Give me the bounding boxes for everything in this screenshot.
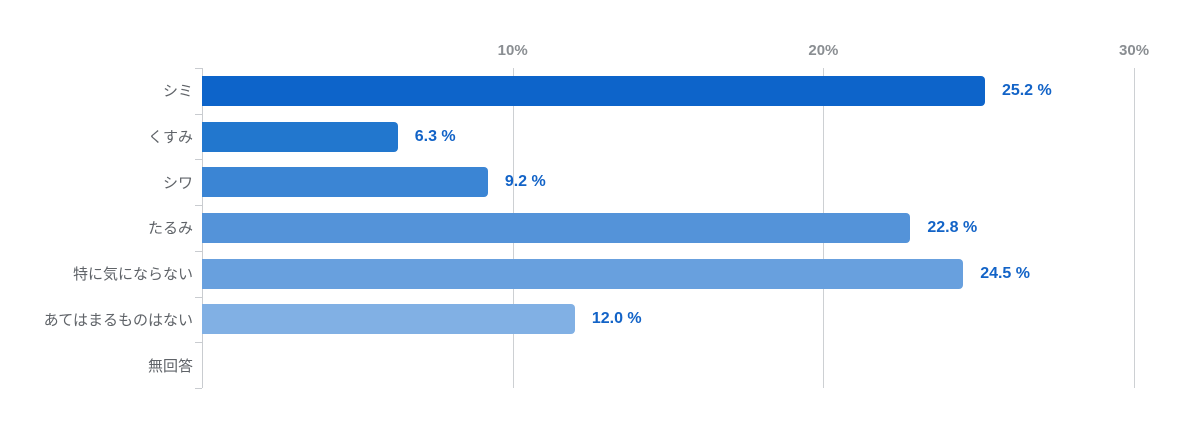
y-axis-tick — [195, 388, 202, 389]
bar-row: シワ 9.2 % — [163, 159, 1190, 205]
bar — [202, 121, 398, 152]
value-label: 6.3 % — [414, 127, 456, 145]
y-axis-tick — [195, 159, 202, 160]
y-axis-tick — [195, 205, 202, 206]
category-label: シミ — [162, 83, 193, 101]
y-axis-tick — [195, 342, 202, 343]
y-axis-tick — [195, 114, 202, 115]
bar — [202, 212, 911, 243]
y-axis-tick — [195, 251, 202, 252]
bar-rows: シミ 25.2 % くすみ 6.3 % シワ 9.2 % たるみ 22.8 % 特に気にならない… — [44, 68, 1190, 388]
category-label: くすみ — [147, 129, 193, 147]
bar-row: たるみ 22.8 % — [148, 205, 1190, 251]
bar — [202, 258, 964, 289]
value-label: 24.5 % — [980, 264, 1030, 282]
bar-row: くすみ 6.3 % — [148, 114, 1190, 160]
category-label: 無回答 — [147, 357, 193, 375]
value-label: 22.8 % — [927, 218, 978, 236]
category-label: 特に気にならない — [72, 266, 193, 284]
plot-area: シミ 25.2 % くすみ 6.3 % シワ 9.2 % たるみ 22.8 % 特に気にならない… — [44, 42, 1190, 389]
x-tick-label: 30% — [1119, 42, 1150, 59]
bar-row: 無回答 — [148, 342, 1190, 388]
x-tick-label: 10% — [497, 42, 528, 59]
value-label: 9.2 % — [504, 173, 546, 191]
category-label: あてはまるものはない — [43, 311, 193, 329]
bar-row: シミ 25.2 % — [163, 68, 1190, 114]
bar — [202, 167, 488, 198]
y-axis-tick — [195, 297, 202, 298]
gridline — [1134, 68, 1136, 388]
bar — [202, 75, 985, 106]
category-label: たるみ — [147, 220, 193, 238]
value-label: 12.0 % — [591, 310, 642, 328]
bar-row: 特に気にならない 24.5 % — [73, 251, 1190, 297]
x-tick-label: 20% — [808, 42, 839, 59]
bar-row: あてはまるものはない 12.0 % — [44, 297, 1190, 343]
y-axis-tick — [195, 68, 202, 69]
value-label: 25.2 % — [1001, 81, 1052, 99]
category-label: シワ — [162, 174, 193, 192]
bar — [202, 304, 575, 335]
